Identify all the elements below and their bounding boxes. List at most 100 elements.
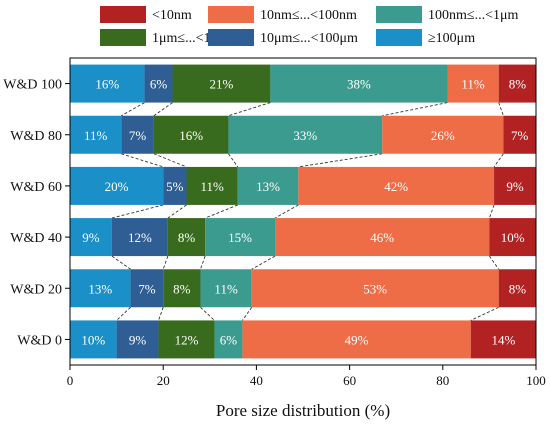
legend-swatch-10-m-100-m bbox=[208, 29, 254, 46]
data-label-w-d-100-100nm-1-m: 38% bbox=[347, 77, 371, 92]
connector-w-d-80-5 bbox=[493, 153, 504, 168]
connector-w-d-60-5 bbox=[488, 204, 495, 219]
y-tick-label-w-d-0: W&D 0 bbox=[17, 333, 62, 348]
bars: 16% 6% 21% 38% 11% 8% 11% 7% 16% 33% 26% 7% 20% 5% 11%… bbox=[70, 64, 536, 359]
bar-w-d-40-100nm-1-m bbox=[205, 218, 276, 257]
data-label-w-d-40-100nm-1-m: 15% bbox=[228, 230, 252, 245]
connector-w-d-20-1 bbox=[116, 306, 131, 321]
bar-w-d-100-100nm-1-m bbox=[270, 64, 448, 103]
legend-label-100nm-1-m: 100nm≤...<1μm bbox=[428, 8, 518, 23]
connector-w-d-40-4 bbox=[251, 255, 276, 270]
connector-w-d-20-4 bbox=[242, 306, 253, 321]
data-label-w-d-100-100-m: 16% bbox=[95, 77, 119, 92]
connector-w-d-40-2 bbox=[162, 255, 169, 270]
x-axis-label: Pore size distribution (%) bbox=[216, 401, 390, 420]
data-label-w-d-60-10nm-100nm: 42% bbox=[384, 179, 408, 194]
legend-swatch-10nm bbox=[100, 6, 146, 23]
legend-swatch-100-m bbox=[376, 29, 422, 46]
data-label-w-d-80-100nm-1-m: 33% bbox=[293, 128, 317, 143]
data-label-w-d-40-100-m: 9% bbox=[82, 230, 100, 245]
bar-w-d-40-10nm bbox=[489, 218, 536, 257]
axes: 0 20 40 60 80 100 W&D 100 W&D 80 W&D 60 W&D 40 W&D… bbox=[3, 57, 546, 388]
bar-w-d-20-10nm bbox=[498, 269, 536, 308]
data-label-w-d-100-10-m-100-m: 6% bbox=[150, 77, 168, 92]
bar-w-d-100-100-m bbox=[70, 64, 145, 103]
data-label-w-d-0-100-m: 10% bbox=[81, 332, 105, 347]
x-tick-label-60: 60 bbox=[343, 373, 356, 388]
bar-w-d-80-100-m bbox=[70, 115, 122, 154]
connector-w-d-80-4 bbox=[298, 153, 383, 168]
data-label-w-d-60-1-m-10-m: 11% bbox=[200, 179, 224, 194]
data-label-w-d-0-1-m-10-m: 12% bbox=[175, 332, 199, 347]
bar-w-d-20-1-m-10-m bbox=[163, 269, 201, 308]
bar-w-d-40-1-m-10-m bbox=[167, 218, 206, 257]
bar-w-d-60-10-m-100-m bbox=[163, 166, 187, 205]
connector-w-d-80-3 bbox=[228, 153, 239, 168]
bar-w-d-100-10-m-100-m bbox=[144, 64, 173, 103]
bar-w-d-100-1-m-10-m bbox=[172, 64, 271, 103]
x-tick-label-0: 0 bbox=[67, 373, 74, 388]
data-label-w-d-60-100nm-1-m: 13% bbox=[256, 179, 280, 194]
connector-w-d-40-1 bbox=[111, 255, 131, 270]
x-tick-label-100: 100 bbox=[526, 373, 546, 388]
data-label-w-d-0-10nm-100nm: 49% bbox=[345, 332, 369, 347]
data-label-w-d-100-10nm-100nm: 11% bbox=[461, 77, 485, 92]
bar-w-d-20-10-m-100-m bbox=[130, 269, 164, 308]
bar-w-d-0-10nm bbox=[470, 320, 536, 359]
data-label-w-d-80-10nm: 7% bbox=[511, 128, 529, 143]
connector-w-d-60-3 bbox=[204, 204, 238, 219]
legend-label-10nm-100nm: 10nm≤...<100nm bbox=[260, 8, 357, 23]
x-tick-label-20: 20 bbox=[157, 373, 170, 388]
data-label-w-d-20-10-m-100-m: 7% bbox=[138, 281, 156, 296]
bar-w-d-60-10nm bbox=[494, 166, 536, 205]
data-label-w-d-100-1-m-10-m: 21% bbox=[210, 77, 234, 92]
y-tick-label-w-d-100: W&D 100 bbox=[3, 78, 62, 93]
bar-w-d-80-10nm bbox=[503, 115, 536, 154]
data-label-w-d-0-100nm-1-m: 6% bbox=[220, 332, 238, 347]
data-label-w-d-80-100-m: 11% bbox=[84, 128, 108, 143]
data-label-w-d-100-10nm: 8% bbox=[509, 77, 527, 92]
data-label-w-d-20-10nm: 8% bbox=[509, 281, 527, 296]
bar-w-d-80-10-m-100-m bbox=[121, 115, 154, 154]
bar-w-d-80-10nm-100nm bbox=[382, 115, 504, 154]
data-label-w-d-40-10nm-100nm: 46% bbox=[370, 230, 394, 245]
y-tick-label-w-d-60: W&D 60 bbox=[10, 180, 62, 195]
data-label-w-d-20-100-m: 13% bbox=[88, 281, 112, 296]
connector-w-d-100-4 bbox=[382, 102, 448, 117]
plot-frame bbox=[69, 57, 537, 366]
connector-w-d-80-2 bbox=[153, 153, 187, 168]
connector-w-d-80-1 bbox=[121, 153, 164, 168]
bar-w-d-20-100nm-1-m bbox=[200, 269, 252, 308]
data-label-w-d-80-1-m-10-m: 16% bbox=[179, 128, 203, 143]
bar-w-d-0-100-m bbox=[70, 320, 117, 359]
x-tick-label-80: 80 bbox=[436, 373, 449, 388]
connector-w-d-40-3 bbox=[200, 255, 206, 270]
bar-w-d-100-10nm bbox=[498, 64, 536, 103]
data-label-w-d-80-10nm-100nm: 26% bbox=[431, 128, 455, 143]
bar-w-d-60-100-m bbox=[70, 166, 164, 205]
legend: <10nm 10nm≤...<100nm 100nm≤...<1μm1μm≤...<… bbox=[100, 6, 518, 46]
connector-w-d-100-3 bbox=[228, 102, 271, 117]
connector-w-d-20-5 bbox=[470, 306, 499, 321]
bar-w-d-100-10nm-100nm bbox=[447, 64, 499, 103]
legend-label-10nm: <10nm bbox=[152, 8, 192, 23]
data-label-w-d-40-10nm: 10% bbox=[501, 230, 525, 245]
bar-w-d-0-10nm-100nm bbox=[242, 320, 471, 359]
bar-w-d-40-10nm-100nm bbox=[275, 218, 490, 257]
bar-w-d-20-10nm-100nm bbox=[251, 269, 499, 308]
bar-w-d-20-100-m bbox=[70, 269, 131, 308]
data-label-w-d-80-10-m-100-m: 7% bbox=[129, 128, 147, 143]
y-tick-label-w-d-40: W&D 40 bbox=[10, 231, 62, 246]
bar-w-d-40-100-m bbox=[70, 218, 112, 257]
bar-w-d-80-100nm-1-m bbox=[228, 115, 383, 154]
data-label-w-d-60-100-m: 20% bbox=[105, 179, 129, 194]
connector-w-d-20-2 bbox=[158, 307, 164, 321]
bar-w-d-0-10-m-100-m bbox=[116, 320, 159, 359]
bar-w-d-60-10nm-100nm bbox=[298, 166, 495, 205]
bar-w-d-0-100nm-1-m bbox=[214, 320, 243, 359]
data-label-w-d-40-1-m-10-m: 8% bbox=[178, 230, 196, 245]
data-label-w-d-20-1-m-10-m: 8% bbox=[173, 281, 191, 296]
data-label-w-d-40-10-m-100-m: 12% bbox=[128, 230, 152, 245]
legend-label-10-m-100-m: 10μm≤...<100μm bbox=[260, 31, 358, 46]
connector-w-d-40-5 bbox=[489, 255, 500, 270]
